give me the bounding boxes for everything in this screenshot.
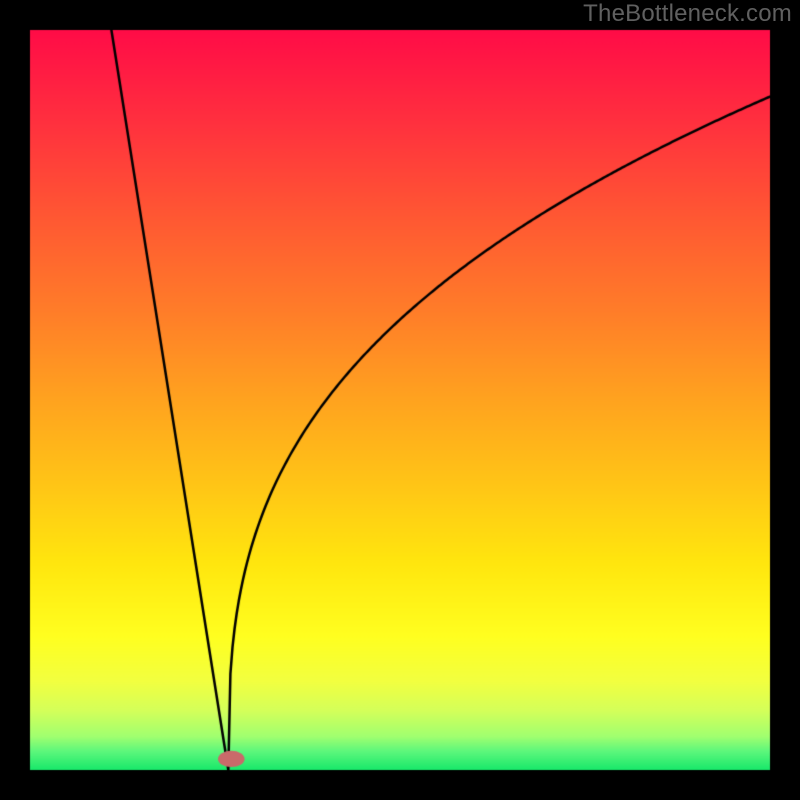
chart-container: TheBottleneck.com — [0, 0, 800, 800]
bottleneck-curve-chart — [0, 0, 800, 800]
